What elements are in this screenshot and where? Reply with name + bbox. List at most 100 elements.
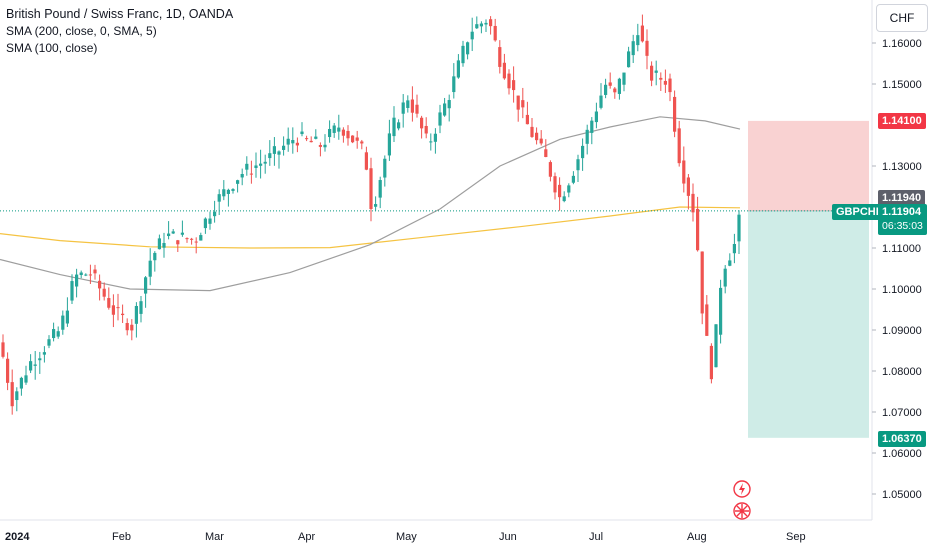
candle-body — [185, 238, 189, 240]
candle-body — [562, 196, 566, 202]
candle-body — [61, 315, 65, 330]
candle-body — [622, 72, 626, 85]
candle-body — [364, 152, 368, 170]
candle-body — [397, 122, 401, 129]
symbol-title[interactable]: British Pound / Swiss Franc, 1D, OANDA — [6, 7, 234, 21]
candle-body — [410, 99, 414, 113]
candle-body — [56, 331, 60, 337]
y-tick-label: 1.11000 — [882, 243, 921, 255]
candle-body — [475, 24, 479, 29]
candle-body — [581, 145, 585, 159]
candle-body — [295, 142, 299, 146]
candle-body — [709, 345, 713, 380]
candle-body — [272, 146, 276, 154]
x-tick-label: Jun — [499, 531, 517, 543]
candle-body — [199, 235, 203, 241]
candle-body — [705, 304, 709, 336]
candle-body — [323, 144, 327, 148]
candle-body — [668, 78, 672, 93]
last-price-tag: 1.11904 06:35:03 — [878, 204, 927, 235]
candle-body — [318, 145, 322, 147]
x-tick-label: Mar — [205, 531, 224, 543]
candles — [1, 14, 741, 415]
candle-body — [498, 47, 502, 67]
candle-body — [489, 19, 493, 27]
candle-body — [194, 241, 198, 243]
candle-body — [663, 80, 667, 85]
candle-body — [461, 45, 465, 64]
target-price-tag: 1.14100 — [878, 113, 926, 129]
candle-body — [576, 159, 580, 171]
candle-body — [153, 252, 157, 261]
candle-body — [420, 117, 424, 129]
candle-body — [654, 70, 658, 73]
candle-body — [29, 361, 33, 371]
candle-body — [240, 173, 244, 178]
candle-body — [737, 214, 741, 242]
y-tick-label: 1.10000 — [882, 284, 922, 296]
candle-body — [259, 163, 263, 166]
candle-body — [700, 251, 704, 314]
candle-body — [231, 189, 235, 191]
candle-body — [98, 280, 102, 289]
sma100-line — [0, 116, 741, 292]
candle-body — [567, 185, 571, 193]
x-tick-label: Feb — [112, 531, 131, 543]
time-axis: 2024 Feb Mar Apr May Jun Jul Aug Sep — [5, 531, 806, 543]
currency-button[interactable]: CHF — [876, 4, 928, 32]
lightning-glyph — [739, 483, 745, 495]
candle-body — [222, 189, 226, 197]
sma200-line — [0, 206, 741, 249]
candle-body — [530, 126, 534, 137]
candle-body — [360, 141, 364, 144]
candle-body — [512, 80, 516, 91]
candle-body — [33, 364, 37, 366]
candle-body — [535, 132, 539, 141]
candle-body — [631, 41, 635, 56]
sma200-legend[interactable]: SMA (200, close, 0, SMA, 5) — [6, 24, 157, 38]
candle-body — [38, 358, 42, 361]
candle-body — [134, 305, 138, 324]
candle-body — [355, 137, 359, 141]
candle-body — [19, 377, 23, 389]
candle-body — [65, 310, 69, 324]
candle-body — [544, 149, 548, 158]
candle-body — [452, 76, 456, 93]
candle-body — [369, 168, 373, 210]
x-tick-label: Jul — [589, 531, 603, 543]
candle-body — [456, 60, 460, 78]
event-icons[interactable] — [733, 480, 751, 520]
candle-body — [387, 133, 391, 156]
candle-body — [24, 375, 28, 383]
candle-body — [236, 180, 240, 184]
flag-glyph — [735, 504, 749, 518]
candle-body — [309, 140, 313, 143]
candle-body — [608, 82, 612, 86]
y-tick-label: 1.05000 — [882, 489, 922, 501]
candle-body — [93, 269, 97, 274]
last-price-value: 1.11904 — [882, 206, 922, 218]
candle-body — [645, 40, 649, 56]
x-tick-label: May — [396, 531, 417, 543]
candle-body — [470, 31, 474, 40]
candle-body — [627, 51, 631, 68]
candle-body — [42, 352, 46, 355]
candle-body — [139, 301, 143, 314]
candle-body — [677, 128, 681, 164]
candle-body — [148, 260, 152, 277]
y-tick-label: 1.16000 — [882, 38, 922, 50]
candle-body — [406, 100, 410, 108]
candle-body — [245, 163, 249, 170]
candle-body — [337, 127, 341, 132]
y-tick-label: 1.13000 — [882, 161, 922, 173]
candle-body — [130, 324, 134, 331]
candle-body — [277, 151, 281, 155]
candle-body — [585, 129, 589, 144]
symbol-tag: GBPCHF — [832, 204, 887, 220]
candle-body — [636, 35, 640, 46]
bar-countdown: 06:35:03 — [882, 220, 923, 232]
sma100-legend[interactable]: SMA (100, close) — [6, 41, 98, 55]
candle-body — [383, 158, 387, 178]
candle-body — [226, 189, 230, 194]
